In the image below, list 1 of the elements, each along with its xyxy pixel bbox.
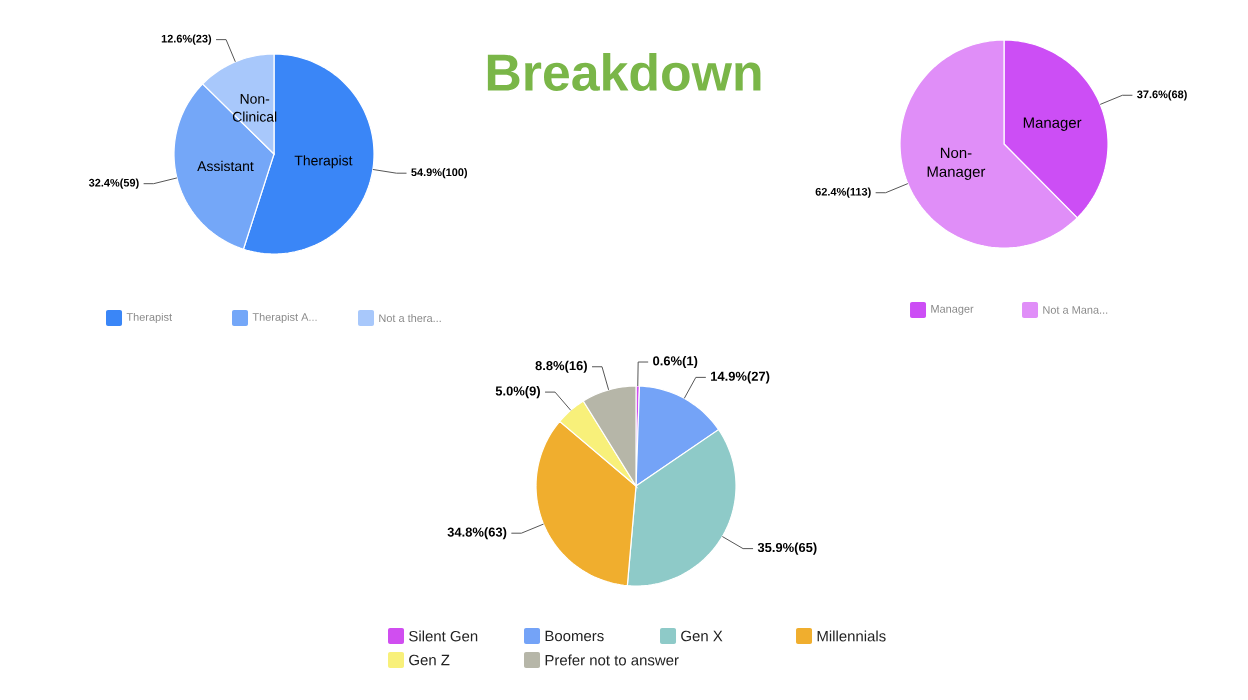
text: Breakdown [487, 52, 761, 92]
